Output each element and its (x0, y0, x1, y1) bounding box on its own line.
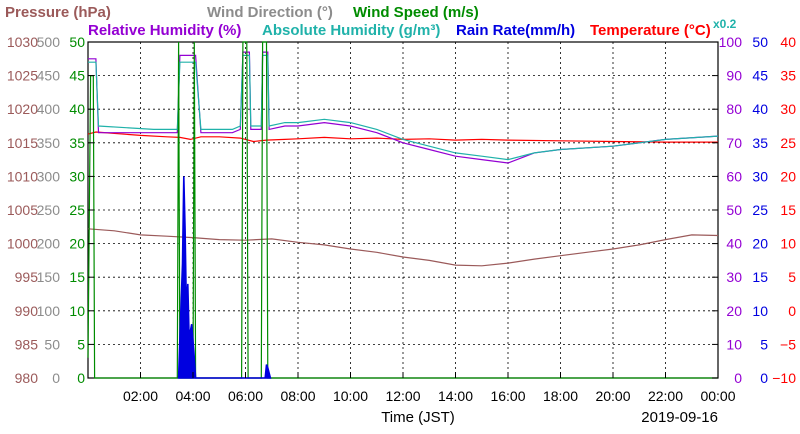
wind-speed-axis-tick-label: 45 (69, 68, 85, 84)
wind-direction-axis-tick-label: 500 (37, 34, 61, 50)
wind-speed-axis-tick-label: 0 (77, 370, 85, 386)
wind-speed-axis-tick-label: 25 (69, 202, 85, 218)
wind-speed-axis-tick-label: 35 (69, 135, 85, 151)
temperature-axis-tick-label: 15 (780, 202, 796, 218)
wind-speed-axis-tick-label: 50 (69, 34, 85, 50)
humidity-axis-tick-label: 40 (726, 236, 742, 252)
legend-entry-2: Wind Speed (m/s) (353, 4, 479, 21)
wind-speed-axis-tick-label: 15 (69, 269, 85, 285)
temperature-axis-tick-label: 5 (788, 269, 796, 285)
temperature-axis-tick-label: 35 (780, 68, 796, 84)
pressure-axis-tick-label: 985 (15, 336, 39, 352)
x-tick-label: 16:00 (490, 388, 525, 404)
humidity-axis-tick-label: 60 (726, 168, 742, 184)
temperature-axis-tick-label: 20 (780, 168, 796, 184)
legend-entry-1: Wind Direction (°) (207, 4, 333, 21)
wind-direction-axis-tick-label: 350 (37, 135, 61, 151)
legend-entry-3: Relative Humidity (%) (88, 22, 241, 39)
rain-rate-axis-tick-label: 20 (752, 236, 768, 252)
humidity-axis-tick-label: 0 (734, 370, 742, 386)
wind-direction-axis-tick-label: 0 (52, 370, 60, 386)
temperature-axis-tick-label: 0 (788, 303, 796, 319)
x-tick-label: 18:00 (543, 388, 578, 404)
wind-speed-axis-tick-label: 5 (77, 336, 85, 352)
humidity-axis-tick-label: 80 (726, 101, 742, 117)
series-rain-rate (177, 176, 272, 379)
humidity-axis-tick-label: 20 (726, 303, 742, 319)
legend-entry-6: Temperature (°C) (590, 22, 711, 39)
temperature-axis-tick-label: 10 (780, 236, 796, 252)
pressure-axis-tick-label: 980 (15, 370, 39, 386)
x-tick-label: 04:00 (175, 388, 210, 404)
rain-rate-axis-tick-label: 5 (760, 336, 768, 352)
x-tick-label: 10:00 (333, 388, 368, 404)
rain-rate-axis-tick-label: 25 (752, 202, 768, 218)
rain-rate-axis-tick-label: 40 (752, 101, 768, 117)
wind-speed-axis-tick-label: 20 (69, 236, 85, 252)
wind-direction-axis-tick-label: 150 (37, 269, 61, 285)
wind-speed-axis-tick-label: 10 (69, 303, 85, 319)
temperature-axis-tick-label: −5 (780, 336, 796, 352)
left-axes: 1030102510201015101010051000995990985980… (7, 34, 94, 386)
rain-rate-axis-tick-label: 35 (752, 135, 768, 151)
rain-rate-axis-tick-label: 15 (752, 269, 768, 285)
wind-speed-axis-tick-label: 40 (69, 101, 85, 117)
humidity-axis-tick-label: 90 (726, 68, 742, 84)
wind-direction-axis-tick-label: 450 (37, 68, 61, 84)
humidity-axis-tick-label: 70 (726, 135, 742, 151)
legend-entry-4: Absolute Humidity (g/m³) (262, 22, 440, 39)
pressure-axis-tick-label: 1015 (7, 135, 38, 151)
series-absolute-humidity (88, 54, 719, 161)
rain-rate-axis-tick-label: 30 (752, 168, 768, 184)
x-axis: 02:00 04:00 06:00 08:00 10:00 12:00 14:00 16:00… (123, 372, 736, 404)
temperature-axis-tick-label: 40 (780, 34, 796, 50)
wind-direction-axis-tick-label: 50 (44, 336, 60, 352)
humidity-axis-tick-label: 100 (719, 34, 743, 50)
pressure-axis-tick-label: 1010 (7, 168, 38, 184)
series-temperature (87, 131, 718, 143)
legend-entry-5: Rain Rate(mm/h) (456, 22, 575, 39)
chart-legend: Pressure (hPa) Wind Direction (°) Wind Spe… (5, 4, 737, 39)
pressure-axis-tick-label: 990 (15, 303, 39, 319)
x-tick-label: 00:00 (700, 388, 735, 404)
temperature-axis-tick-label: 25 (780, 135, 796, 151)
wind-speed-axis-tick-label: 30 (69, 168, 85, 184)
pressure-axis-tick-label: 1000 (7, 236, 38, 252)
wind-direction-axis-tick-label: 300 (37, 168, 61, 184)
x-tick-label: 14:00 (438, 388, 473, 404)
wind-direction-axis-tick-label: 400 (37, 101, 61, 117)
rain-rate-axis-tick-label: 45 (752, 68, 768, 84)
humidity-axis-tick-label: 30 (726, 269, 742, 285)
x-tick-label: 20:00 (595, 388, 630, 404)
right-axes: 1009080706050403020100504540353025201510… (712, 34, 796, 386)
rain-rate-axis-tick-label: 0 (760, 370, 768, 386)
humidity-axis-tick-label: 10 (726, 336, 742, 352)
wind-direction-axis-tick-label: 250 (37, 202, 61, 218)
rain-rate-axis-tick-label: 10 (752, 303, 768, 319)
wind-direction-axis-tick-label: 200 (37, 236, 61, 252)
series-layer (87, 41, 719, 379)
wind-direction-axis-tick-label: 100 (37, 303, 61, 319)
pressure-axis-tick-label: 1025 (7, 68, 38, 84)
legend-entry-0: Pressure (hPa) (5, 4, 111, 21)
date-label: 2019-09-16 (641, 409, 718, 426)
pressure-axis-tick-label: 1020 (7, 101, 38, 117)
pressure-axis-tick-label: 1005 (7, 202, 38, 218)
x-tick-label: 12:00 (385, 388, 420, 404)
x-tick-label: 02:00 (123, 388, 158, 404)
humidity-axis-tick-label: 50 (726, 202, 742, 218)
x-axis-label: Time (JST) (381, 409, 455, 426)
x-tick-label: 22:00 (648, 388, 683, 404)
pressure-axis-tick-label: 1030 (7, 34, 38, 50)
x-tick-label: 06:00 (228, 388, 263, 404)
pressure-axis-tick-label: 995 (15, 269, 39, 285)
rain-rate-axis-tick-label: 50 (752, 34, 768, 50)
temperature-axis-tick-label: −10 (772, 370, 796, 386)
x-tick-label: 08:00 (280, 388, 315, 404)
temperature-axis-tick-label: 30 (780, 101, 796, 117)
legend-entry-7: x0.2 (713, 17, 737, 31)
